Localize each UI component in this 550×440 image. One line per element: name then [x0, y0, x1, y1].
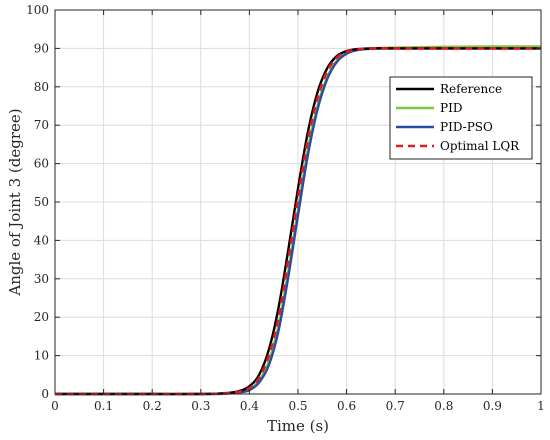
x-tick-label: 0.2	[143, 399, 162, 413]
x-tick-label: 0.4	[240, 399, 259, 413]
x-tick-label: 0.1	[94, 399, 113, 413]
legend-label: PID	[440, 101, 462, 115]
y-tick-label: 60	[34, 157, 49, 171]
y-tick-label: 30	[34, 272, 49, 286]
x-tick-label: 0.8	[434, 399, 453, 413]
legend-label: Optimal LQR	[440, 139, 520, 153]
legend-label: Reference	[440, 82, 502, 96]
x-tick-label: 0.6	[337, 399, 356, 413]
legend-label: PID-PSO	[440, 120, 493, 134]
x-axis-title: Time (s)	[267, 417, 329, 435]
x-tick-label: 1	[537, 399, 545, 413]
x-tick-label: 0.3	[191, 399, 210, 413]
y-tick-label: 20	[34, 310, 49, 324]
y-axis-title: Angle of Joint 3 (degree)	[6, 108, 24, 296]
x-tick-label: 0.5	[288, 399, 307, 413]
y-tick-label: 10	[34, 349, 49, 363]
x-tick-label: 0	[51, 399, 59, 413]
x-tick-labels: 0 0.1 0.2 0.3 0.4 0.5 0.6 0.7 0.8 0.9 1	[51, 399, 545, 413]
y-tick-label: 70	[34, 118, 49, 132]
legend: Reference PID PID-PSO Optimal LQR	[389, 76, 533, 160]
y-tick-label: 80	[34, 80, 49, 94]
tick-marks	[54, 9, 542, 395]
x-tick-label: 0.9	[483, 399, 502, 413]
y-tick-label: 40	[34, 233, 49, 247]
y-tick-label: 100	[26, 3, 49, 17]
y-tick-labels: 0 10 20 30 40 50 60 70 80 90 100	[26, 3, 49, 401]
x-tick-label: 0.7	[386, 399, 405, 413]
y-tick-label: 90	[34, 41, 49, 55]
y-tick-label: 50	[34, 195, 49, 209]
y-tick-label: 0	[41, 387, 49, 401]
